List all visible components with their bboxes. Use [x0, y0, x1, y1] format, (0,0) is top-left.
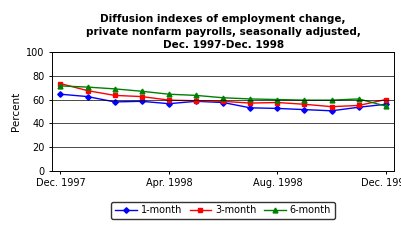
- Line: 6-month: 6-month: [58, 83, 387, 109]
- 6-month: [274, 98, 279, 101]
- 1-month: [247, 106, 252, 109]
- 1-month: [328, 109, 333, 112]
- 3-month: [112, 94, 117, 97]
- 3-month: [166, 99, 171, 101]
- 1-month: [139, 100, 144, 103]
- 6-month: [139, 90, 144, 93]
- 3-month: [247, 102, 252, 105]
- 6-month: [85, 86, 90, 88]
- 1-month: [220, 101, 225, 104]
- 3-month: [58, 82, 63, 85]
- 1-month: [85, 95, 90, 98]
- 3-month: [85, 89, 90, 92]
- 3-month: [274, 101, 279, 104]
- 1-month: [58, 93, 63, 96]
- 6-month: [247, 98, 252, 100]
- 1-month: [193, 100, 198, 103]
- 6-month: [166, 93, 171, 96]
- Line: 1-month: 1-month: [58, 92, 387, 113]
- Legend: 1-month, 3-month, 6-month: 1-month, 3-month, 6-month: [111, 202, 334, 219]
- 3-month: [193, 99, 198, 102]
- 6-month: [193, 94, 198, 97]
- 1-month: [112, 100, 117, 103]
- 3-month: [328, 105, 333, 108]
- 3-month: [301, 103, 306, 106]
- 3-month: [355, 104, 360, 107]
- 6-month: [301, 99, 306, 101]
- 6-month: [220, 96, 225, 99]
- Title: Diffusion indexes of employment change,
private nonfarm payrolls, seasonally adj: Diffusion indexes of employment change, …: [85, 14, 360, 50]
- 6-month: [328, 99, 333, 101]
- 3-month: [383, 98, 387, 101]
- 1-month: [301, 108, 306, 111]
- 1-month: [274, 107, 279, 110]
- 1-month: [166, 102, 171, 105]
- Y-axis label: Percent: Percent: [11, 92, 20, 131]
- 1-month: [383, 103, 387, 106]
- 6-month: [383, 105, 387, 108]
- 3-month: [139, 95, 144, 98]
- 3-month: [220, 100, 225, 103]
- 1-month: [355, 106, 360, 109]
- 6-month: [112, 87, 117, 90]
- Line: 3-month: 3-month: [58, 82, 387, 109]
- 6-month: [355, 98, 360, 100]
- 6-month: [58, 84, 63, 87]
